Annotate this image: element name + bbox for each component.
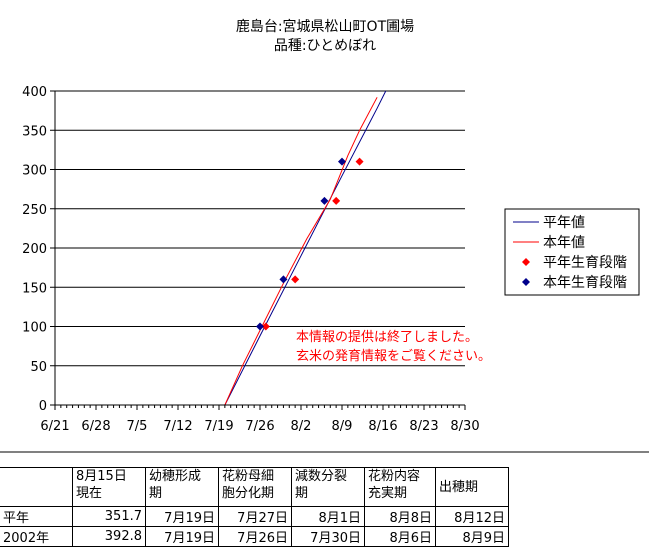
x-tick-label: 6/28 (81, 419, 110, 434)
chart-title-line1: 鹿島台:宮城県松山町OT圃場 (236, 18, 414, 35)
table-header-cell: 幼穂形成期 (145, 467, 219, 507)
table-cell: 7月30日 (291, 526, 365, 547)
legend-label: 本年生育段階 (543, 275, 627, 291)
y-tick-label: 50 (30, 360, 47, 375)
gridlines (55, 90, 465, 367)
table-header-cell: 花粉母細 胞分化期 (218, 467, 292, 507)
table-row: 平年 351.7 7月19日 7月27日 8月1日 8月8日 8月12日 (0, 506, 509, 527)
x-tick-label: 8/16 (368, 419, 397, 434)
y-tick-label: 350 (22, 124, 47, 139)
x-tick-label: 8/23 (409, 419, 438, 434)
legend-label: 本年値 (543, 235, 585, 251)
x-tick-label: 6/21 (40, 419, 69, 434)
axes (50, 90, 466, 410)
legend-label: 平年値 (543, 215, 585, 231)
data-point-marker (338, 157, 346, 166)
x-tick-label: 7/5 (127, 419, 148, 434)
data-point-marker (256, 322, 264, 331)
table-header-cell: 減数分裂期 (291, 467, 365, 507)
y-tick-label: 250 (22, 203, 47, 218)
table-cell: 351.7 (72, 506, 146, 527)
x-tick-label: 8/9 (332, 419, 353, 434)
x-tick-label: 8/2 (291, 419, 312, 434)
y-tick-label: 400 (22, 85, 47, 100)
table-cell: 8月12日 (435, 506, 509, 527)
table-cell: 平年 (0, 506, 73, 527)
legend-swatch (522, 258, 530, 266)
legend-swatch (522, 278, 530, 286)
table-header-row: 8月15日 現在 幼穂形成期 花粉母細 胞分化期 減数分裂期 花粉内容 充実期 出穂期 (0, 467, 509, 507)
table-cell: 8月8日 (364, 506, 436, 527)
y-tick-label: 0 (39, 399, 47, 414)
data-point-marker (291, 275, 300, 284)
x-tick-label: 7/12 (163, 419, 192, 434)
annotation-line2: 玄米の発育情報をご覧ください。 (296, 348, 491, 364)
table-cell: 392.8 (72, 526, 146, 547)
data-point-marker (355, 157, 364, 166)
data-table: 8月15日 現在 幼穂形成期 花粉母細 胞分化期 減数分裂期 花粉内容 充実期 出穂期… (0, 467, 509, 547)
series-line (224, 91, 387, 405)
table-header-cell: 8月15日 現在 (72, 467, 146, 507)
table-header-cell: 花粉内容 充実期 (364, 467, 436, 507)
annotation-line1: 本情報の提供は終了しました。 (296, 329, 478, 345)
data-point-marker (261, 322, 270, 331)
y-tick-label: 100 (22, 321, 47, 336)
table-cell: 8月6日 (364, 526, 436, 547)
data-point-marker (320, 196, 329, 205)
series-layer (224, 91, 387, 405)
tick-labels: 0 50 100 150 200 250 300 350 400 6/21 6/28 7/5 7/12 7… (22, 85, 479, 434)
legend-label: 平年生育段階 (543, 255, 627, 271)
y-tick-label: 200 (22, 242, 47, 257)
table-header-cell: 出穂期 (435, 467, 509, 507)
y-tick-label: 150 (22, 281, 47, 296)
x-tick-label: 7/26 (245, 419, 274, 434)
data-point-marker (332, 196, 341, 205)
chart-title-line2: 品種:ひとめぼれ (274, 38, 376, 54)
table-cell: 2002年 (0, 526, 73, 547)
table-cell: 8月1日 (291, 506, 365, 527)
table-cell: 7月26日 (218, 526, 292, 547)
table-cell: 7月19日 (145, 526, 219, 547)
x-tick-label: 7/19 (204, 419, 233, 434)
y-tick-label: 300 (22, 164, 47, 179)
x-tick-label: 8/30 (450, 419, 479, 434)
table-cell: 7月19日 (145, 506, 219, 527)
data-point-marker (279, 275, 288, 284)
chart: 鹿島台:宮城県松山町OT圃場 品種:ひとめぼれ 0 50 100 150 200 250 3… (0, 18, 649, 453)
table-row: 2002年 392.8 7月19日 7月26日 7月30日 8月6日 8月9日 (0, 526, 509, 547)
table-cell: 7月27日 (218, 506, 292, 527)
table-header-cell (0, 467, 73, 507)
series-line (224, 97, 378, 405)
table-cell: 8月9日 (435, 526, 509, 547)
